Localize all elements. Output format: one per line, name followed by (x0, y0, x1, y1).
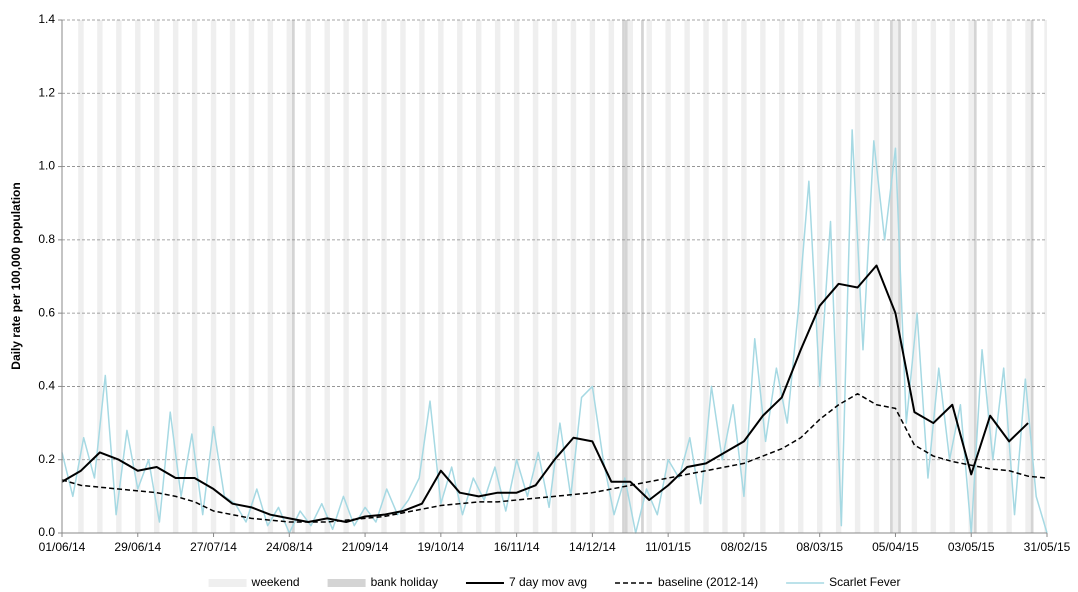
bank-holiday-band (973, 20, 977, 533)
x-tick-label: 19/10/14 (417, 540, 464, 554)
x-tick-label: 21/09/14 (342, 540, 389, 554)
y-axis-title: Daily rate per 100,000 population (9, 182, 23, 369)
weekend-band (154, 20, 160, 533)
bank-holiday-band (292, 20, 295, 533)
weekend-band (494, 20, 501, 533)
weekend-band (741, 20, 747, 533)
x-tick-label: 03/05/15 (948, 540, 995, 554)
weekend-band (760, 20, 766, 533)
weekend-band (1006, 20, 1012, 533)
weekend-band (324, 20, 330, 533)
x-tick-label: 08/02/15 (721, 540, 768, 554)
weekend-band (665, 20, 671, 533)
y-tick-label: 0.0 (38, 525, 55, 539)
weekend-band (343, 20, 349, 533)
legend: weekend bank holiday 7 day mov avg baseline… (208, 575, 900, 589)
weekend-band (476, 20, 482, 533)
weekend-band (97, 20, 103, 533)
weekend-band (116, 20, 122, 533)
weekend-band (854, 20, 861, 533)
weekend-band (873, 20, 880, 533)
weekend-band (589, 20, 596, 533)
bank-holiday-band (898, 20, 901, 533)
weekend-band (191, 20, 198, 533)
x-tick-label: 24/08/14 (266, 540, 313, 554)
x-tick-label: 29/06/14 (114, 540, 161, 554)
weekend-band (816, 20, 823, 533)
x-tick-label: 11/01/15 (645, 540, 691, 554)
x-tick-label: 14/12/14 (569, 540, 616, 554)
legend-label: weekend (251, 575, 300, 589)
weekend-band (172, 20, 179, 533)
legend-swatch (327, 579, 366, 587)
weekend-band (987, 20, 993, 533)
y-tick-label: 0.2 (38, 452, 55, 466)
weekend-band (419, 20, 425, 533)
weekend-band (551, 20, 558, 533)
weekend-band (513, 20, 520, 533)
bank-holiday-band (624, 20, 628, 533)
x-tick-label: 08/03/15 (796, 540, 843, 554)
weekend-band (438, 20, 444, 533)
y-tick-label: 0.8 (38, 232, 55, 246)
weekend-band (248, 20, 255, 533)
y-tick-label: 1.2 (38, 85, 55, 99)
legend-label: bank holiday (371, 575, 438, 589)
x-tick-label: 16/11/14 (494, 540, 540, 554)
weekend-band (400, 20, 406, 533)
weekend-band (532, 20, 539, 533)
x-tick-label: 05/04/15 (872, 540, 919, 554)
series-line (61, 393, 1048, 523)
weekend-band (911, 20, 918, 533)
legend-label: baseline (2012-14) (658, 575, 758, 589)
weekend-band (684, 20, 690, 533)
weekend-band (892, 20, 899, 533)
weekend-band (135, 20, 141, 533)
bank-holiday-band (1030, 20, 1034, 533)
y-tick-label: 1.4 (38, 12, 55, 26)
weekend-band (779, 20, 785, 533)
y-tick-label: 1.0 (38, 159, 55, 173)
weekend-band (608, 20, 615, 533)
legend-label: 7 day mov avg (509, 575, 587, 589)
weekend-band (229, 20, 236, 533)
weekend-band (835, 20, 842, 533)
bank-holiday-band (622, 20, 625, 533)
y-tick-label: 0.4 (38, 379, 55, 393)
x-tick-label: 27/07/14 (190, 540, 237, 554)
bank-holiday-band (641, 20, 644, 533)
weekend-band (627, 20, 633, 533)
legend-swatch (208, 579, 247, 587)
weekend-band (646, 20, 652, 533)
bank-holiday-band (890, 20, 893, 533)
legend-label: Scarlet Fever (829, 575, 900, 589)
weekend-band (1025, 20, 1031, 533)
weekend-band (305, 20, 311, 533)
weekend-band (722, 20, 728, 533)
x-tick-label: 01/06/14 (39, 540, 86, 554)
series-line (61, 264, 1029, 524)
x-tick-label: 31/05/15 (1024, 540, 1071, 554)
weekend-band (949, 20, 955, 533)
weekend-band (286, 20, 293, 533)
weekend-band (267, 20, 274, 533)
y-tick-label: 0.6 (38, 305, 55, 319)
weekend-band (1044, 20, 1047, 533)
weekend-band (968, 20, 974, 533)
weekend-band (570, 20, 577, 533)
weekend-band (78, 20, 84, 533)
weekend-band (210, 20, 217, 533)
weekend-band (362, 20, 368, 533)
weekend-band (381, 20, 387, 533)
weekend-band (703, 20, 709, 533)
weekend-band (457, 20, 463, 533)
weekend-band (930, 20, 937, 533)
